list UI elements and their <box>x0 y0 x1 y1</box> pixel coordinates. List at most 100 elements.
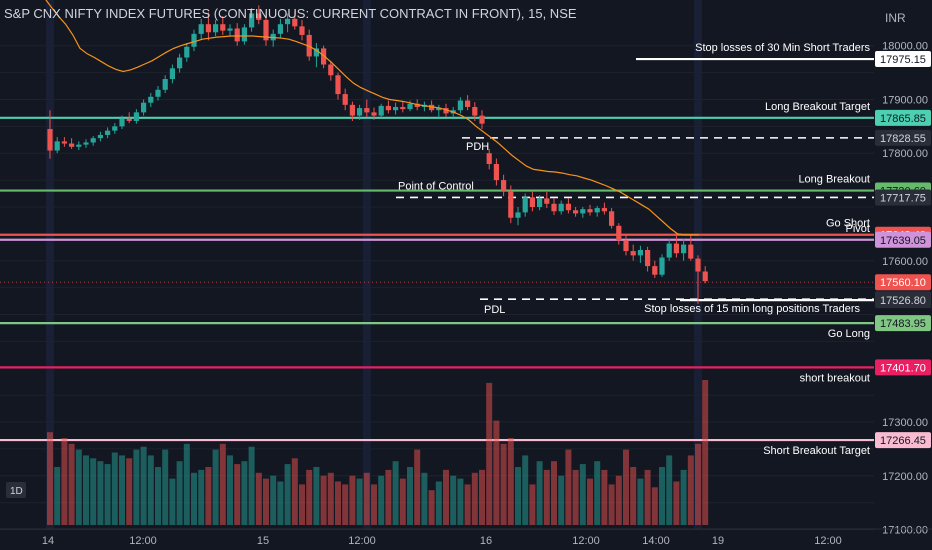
candle-body[interactable] <box>285 18 291 25</box>
candle-body[interactable] <box>573 210 579 214</box>
candle-body[interactable] <box>205 24 211 33</box>
candle-body[interactable] <box>652 266 658 275</box>
candle-body[interactable] <box>436 108 442 111</box>
candle-body[interactable] <box>551 203 557 212</box>
candle-body[interactable] <box>54 141 60 151</box>
candle-body[interactable] <box>371 112 377 116</box>
candle-body[interactable] <box>457 100 463 111</box>
candle-body[interactable] <box>241 27 247 42</box>
candle-body[interactable] <box>306 34 312 57</box>
candle-body[interactable] <box>501 180 507 191</box>
symbol-title[interactable]: S&P CNX NIFTY INDEX FUTURES (CONTINUOUS:… <box>4 6 577 21</box>
volume-bar <box>644 469 651 525</box>
volume-bar <box>176 461 183 525</box>
candle-body[interactable] <box>61 141 67 144</box>
candle-body[interactable] <box>47 129 53 151</box>
candle-body[interactable] <box>256 13 262 20</box>
candle-body[interactable] <box>393 106 399 111</box>
candle-body[interactable] <box>105 130 111 135</box>
candle-body[interactable] <box>666 243 672 258</box>
candle-body[interactable] <box>213 24 219 33</box>
candle-body[interactable] <box>515 212 521 218</box>
candle-body[interactable] <box>609 211 615 226</box>
candle-body[interactable] <box>148 96 154 103</box>
candle-body[interactable] <box>191 33 197 47</box>
candle-body[interactable] <box>313 48 319 57</box>
candle-body[interactable] <box>277 24 283 34</box>
candle-body[interactable] <box>349 104 355 116</box>
candle-body[interactable] <box>227 28 233 31</box>
candle-body[interactable] <box>299 26 305 35</box>
candle-body[interactable] <box>141 102 147 113</box>
candle-body[interactable] <box>486 153 492 164</box>
candle-body[interactable] <box>249 13 255 28</box>
candle-body[interactable] <box>342 94 348 105</box>
candle-body[interactable] <box>529 197 535 207</box>
candles[interactable] <box>47 5 708 304</box>
candle-body[interactable] <box>83 142 89 145</box>
candle-body[interactable] <box>637 250 643 256</box>
candle-body[interactable] <box>234 28 240 42</box>
candle-body[interactable] <box>681 244 687 254</box>
candle-body[interactable] <box>673 243 679 254</box>
candle-body[interactable] <box>580 209 586 214</box>
candle-body[interactable] <box>587 209 593 213</box>
candle-body[interactable] <box>414 103 420 107</box>
time-axis[interactable]: 14 12:00 15 12:00 16 12:00 14:00 19 12:00 <box>0 528 932 547</box>
candle-body[interactable] <box>443 108 449 114</box>
candle-body[interactable] <box>364 108 370 113</box>
candle-body[interactable] <box>616 225 622 241</box>
candle-body[interactable] <box>126 118 132 121</box>
candle-body[interactable] <box>400 106 406 110</box>
candle-body[interactable] <box>328 64 334 76</box>
candle-body[interactable] <box>695 258 701 272</box>
candle-body[interactable] <box>378 105 384 116</box>
candle-body[interactable] <box>407 103 413 110</box>
candle-body[interactable] <box>198 24 204 34</box>
candle-body[interactable] <box>321 48 327 65</box>
candle-body[interactable] <box>479 115 485 124</box>
volume-bar <box>169 478 176 525</box>
interval-badge[interactable]: 1D <box>10 486 23 497</box>
candle-body[interactable] <box>292 18 298 27</box>
candle-body[interactable] <box>522 197 528 213</box>
candle-body[interactable] <box>90 138 96 143</box>
candle-body[interactable] <box>508 190 514 218</box>
candle-body[interactable] <box>119 118 125 127</box>
candle-body[interactable] <box>76 144 82 147</box>
candle-body[interactable] <box>357 108 363 116</box>
candle-body[interactable] <box>69 143 75 147</box>
candle-body[interactable] <box>177 57 183 69</box>
candle-body[interactable] <box>594 208 600 213</box>
candle-body[interactable] <box>184 46 190 58</box>
candle-body[interactable] <box>537 198 543 207</box>
candle-body[interactable] <box>544 198 550 204</box>
candle-body[interactable] <box>335 75 341 95</box>
interval-badge-box[interactable] <box>6 482 26 498</box>
candle-body[interactable] <box>155 89 161 97</box>
currency-label[interactable]: INR <box>885 11 906 25</box>
candle-body[interactable] <box>112 126 118 131</box>
candle-body[interactable] <box>97 134 103 139</box>
candle-body[interactable] <box>659 257 665 275</box>
candle-body[interactable] <box>169 68 175 80</box>
candle-body[interactable] <box>465 100 471 107</box>
candle-body[interactable] <box>645 250 651 267</box>
candle-body[interactable] <box>429 104 435 111</box>
candle-body[interactable] <box>263 19 269 41</box>
candle-body[interactable] <box>623 240 629 252</box>
volume-bar <box>579 464 586 525</box>
candle-body[interactable] <box>220 24 226 31</box>
candle-body[interactable] <box>601 208 607 212</box>
candle-body[interactable] <box>558 203 564 212</box>
candle-body[interactable] <box>493 163 499 181</box>
candle-body[interactable] <box>162 79 168 90</box>
candle-body[interactable] <box>385 105 391 111</box>
candle-body[interactable] <box>688 244 694 259</box>
candle-body[interactable] <box>565 203 571 211</box>
candle-body[interactable] <box>133 112 139 121</box>
candle-body[interactable] <box>472 106 478 116</box>
candle-body[interactable] <box>702 271 708 282</box>
candle-body[interactable] <box>630 251 636 256</box>
